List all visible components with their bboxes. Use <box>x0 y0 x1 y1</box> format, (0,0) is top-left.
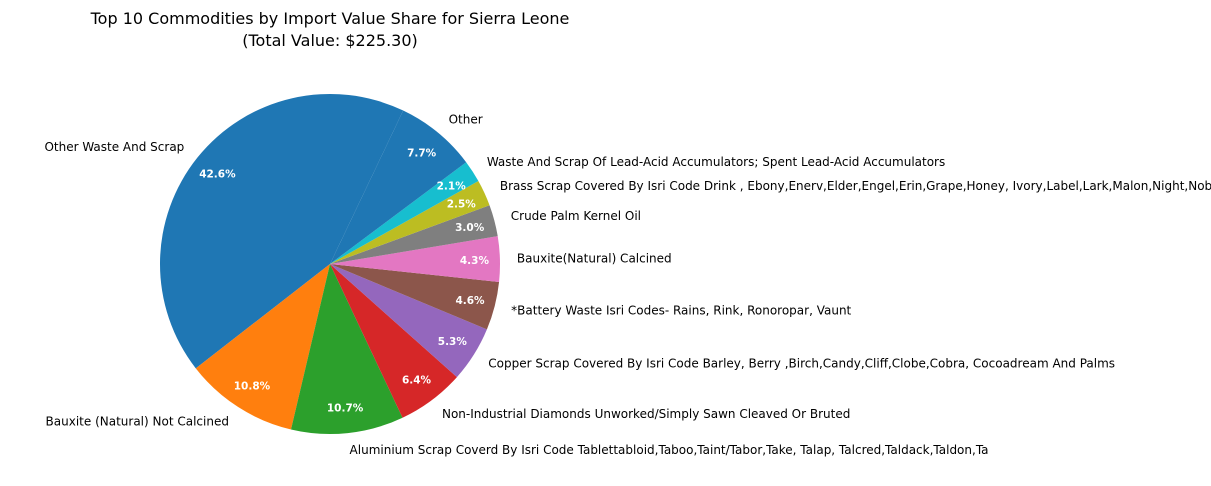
slice-category-label: *Battery Waste Isri Codes- Rains, Rink, … <box>511 303 851 317</box>
slice-category-label: Brass Scrap Covered By Isri Code Drink ,… <box>500 179 1211 193</box>
slice-percent-label: 4.3% <box>460 255 490 267</box>
pie-slice <box>330 264 487 378</box>
slice-percent-label: 2.5% <box>447 199 477 211</box>
slice-category-label: Aluminium Scrap Coverd By Isri Code Tabl… <box>350 443 989 457</box>
slice-percent-label: 5.3% <box>438 336 468 348</box>
pie-slice <box>291 264 403 434</box>
slice-category-label: Non-Industrial Diamonds Unworked/Simply … <box>442 407 850 421</box>
chart-title: Top 10 Commodities by Import Value Share… <box>90 9 570 28</box>
pie-slice <box>330 264 457 418</box>
pie-slice <box>330 264 500 330</box>
slice-percent-label: 10.8% <box>234 381 271 393</box>
slice-percent-label: 7.7% <box>407 147 437 159</box>
slice-labels: 42.6% Other Waste And Scrap 10.8% Bauxite (… <box>44 112 1211 457</box>
slice-percent-label: 3.0% <box>455 222 485 234</box>
slice-percent-label: 4.6% <box>455 295 485 307</box>
pie-slice <box>330 205 498 264</box>
pie-slice <box>159 93 404 369</box>
pie-slice <box>195 264 330 430</box>
slice-percent-label: 10.7% <box>327 403 364 415</box>
slice-percent-label: 42.6% <box>199 168 236 180</box>
pie-slice <box>330 162 479 264</box>
slice-category-label: Bauxite(Natural) Calcined <box>517 252 672 266</box>
slice-category-label: Copper Scrap Covered By Isri Code Barley… <box>488 357 1115 371</box>
pie-slice <box>330 110 467 264</box>
pie-slice <box>330 181 490 264</box>
chart-subtitle: (Total Value: $225.30) <box>242 31 418 50</box>
slice-category-label: Bauxite (Natural) Not Calcined <box>46 414 229 428</box>
pie-slice <box>330 236 501 282</box>
slice-percent-label: 2.1% <box>437 180 467 192</box>
pie-slices <box>159 93 501 434</box>
slice-category-label: Other <box>449 112 483 126</box>
slice-category-label: Waste And Scrap Of Lead-Acid Accumulator… <box>487 155 945 169</box>
slice-category-label: Crude Palm Kernel Oil <box>511 209 641 223</box>
slice-category-label: Other Waste And Scrap <box>44 140 184 154</box>
slice-percent-label: 6.4% <box>402 375 432 387</box>
